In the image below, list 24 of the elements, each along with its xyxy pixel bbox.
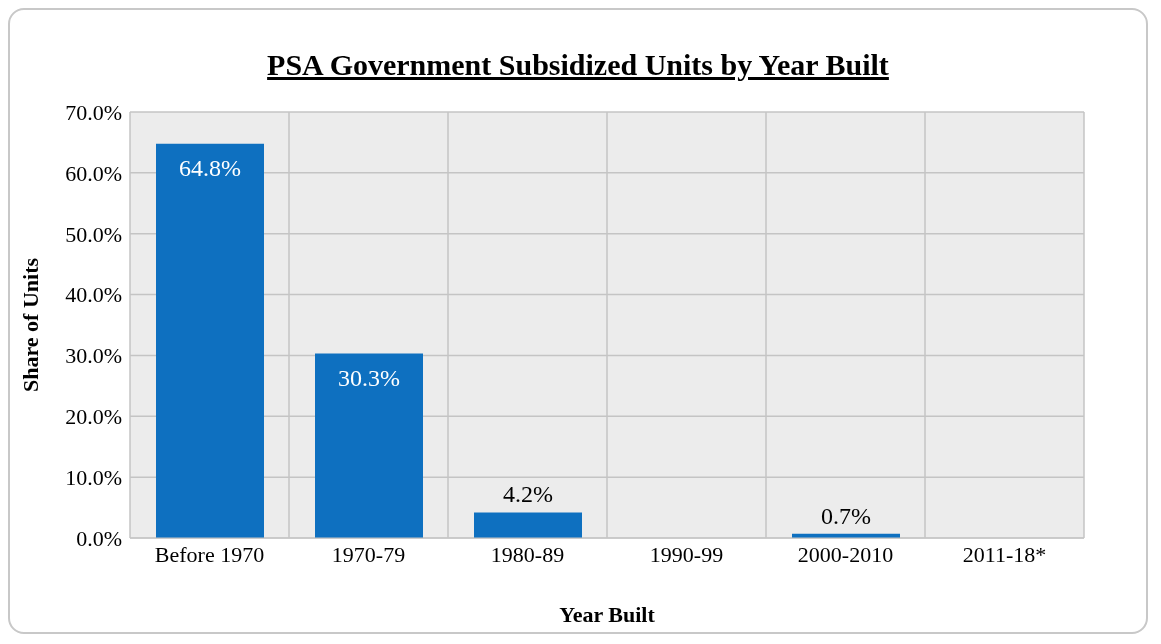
- x-tick-label: 2000-2010: [797, 541, 894, 567]
- data-label: 4.2%: [503, 481, 553, 508]
- data-label: 0.7%: [821, 502, 871, 529]
- x-tick-label: 1990-99: [649, 541, 724, 567]
- x-tick-label: 1980-89: [490, 541, 565, 567]
- bar: [156, 143, 264, 538]
- y-tick-label: 20.0%: [65, 404, 122, 430]
- y-tick-label: 60.0%: [65, 160, 122, 186]
- x-tick-label: 2011-18*: [962, 541, 1047, 567]
- data-label: 64.8%: [179, 154, 241, 181]
- bar: [315, 353, 423, 538]
- y-tick-label: 30.0%: [65, 343, 122, 369]
- x-tick-label: 1970-79: [331, 541, 406, 567]
- chart-title: PSA Government Subsidized Units by Year Built: [266, 48, 890, 83]
- y-tick-label: 10.0%: [65, 464, 122, 490]
- y-tick-label: 0.0%: [76, 525, 122, 551]
- bar: [474, 512, 582, 538]
- y-axis-title: Share of Units: [17, 257, 43, 393]
- y-tick-label: 70.0%: [65, 99, 122, 125]
- x-tick-label: Before 1970: [154, 541, 265, 567]
- data-label: 30.3%: [338, 364, 400, 391]
- y-tick-label: 50.0%: [65, 221, 122, 247]
- x-axis-title: Year Built: [559, 602, 656, 627]
- y-tick-label: 40.0%: [65, 282, 122, 308]
